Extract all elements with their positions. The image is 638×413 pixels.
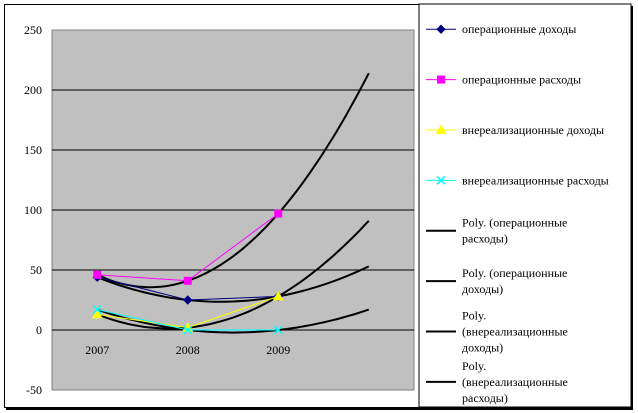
point-marker — [91, 308, 103, 319]
legend-label: Poly. (внереализационные расходы) — [462, 359, 568, 405]
data-series — [91, 209, 284, 335]
x-tick-label: 2009 — [266, 343, 290, 357]
y-tick-label: 100 — [24, 203, 42, 217]
legend-entry: внереализационные расходы — [426, 173, 609, 187]
legend-label: внереализационные расходы — [462, 173, 609, 187]
legend-entry: операционные доходы — [426, 22, 576, 36]
point-marker — [274, 209, 283, 218]
series-square — [93, 209, 283, 285]
legend-label-line: (внереализационные — [462, 375, 568, 389]
x-axis-ticks: 2007 2008 2009 — [85, 343, 290, 357]
legend-label-line: внереализационные расходы — [462, 173, 609, 187]
legend: операционные доходы операционные расходы в… — [426, 22, 609, 405]
y-tick-label: 50 — [30, 263, 42, 277]
point-marker — [436, 24, 446, 34]
legend-entry: операционные расходы — [426, 73, 581, 87]
point-marker — [92, 305, 102, 315]
legend-label-line: Poly. (операционные — [462, 216, 567, 230]
x-tick-label: 2007 — [85, 343, 109, 357]
point-marker — [183, 276, 192, 285]
point-marker — [93, 270, 102, 279]
y-tick-label: 200 — [24, 83, 42, 97]
trendline — [96, 308, 370, 334]
trendline — [96, 265, 370, 303]
y-tick-label: 250 — [24, 23, 42, 37]
legend-entry: Poly. (операционные расходы) — [426, 216, 567, 246]
marker-stroke — [273, 325, 283, 335]
y-tick-label: 0 — [36, 323, 42, 337]
legend-label-line: доходы) — [462, 340, 503, 354]
y-tick-label: 150 — [24, 143, 42, 157]
legend-label-line: Poly. (операционные — [462, 266, 567, 280]
point-marker — [183, 325, 193, 335]
point-marker — [273, 325, 283, 335]
legend-label-line: операционные расходы — [462, 73, 581, 87]
y-tick-label: -50 — [26, 383, 42, 397]
x-tick-label: 2008 — [176, 343, 200, 357]
legend-box — [418, 3, 632, 408]
gridlines — [52, 89, 414, 331]
legend-label: Poly. (операционные доходы) — [462, 266, 567, 296]
legend-label: операционные расходы — [462, 73, 581, 87]
legend-label-line: Poly. — [462, 308, 486, 322]
y-axis-ticks: -50 0 50 100 150 200 250 — [24, 23, 42, 397]
legend-label-line: расходы) — [462, 232, 508, 246]
legend-entry: Poly. (внереализационные доходы) — [426, 308, 568, 354]
marker-stroke — [436, 175, 446, 185]
legend-entry: внереализационные доходы — [426, 123, 604, 137]
point-marker — [435, 124, 447, 134]
series-x — [92, 305, 283, 335]
legend-label: внереализационные доходы — [462, 123, 604, 137]
legend-label-line: доходы) — [462, 282, 503, 296]
legend-label-line: Poly. — [462, 359, 486, 373]
legend-label-line: внереализационные доходы — [462, 123, 604, 137]
legend-label: Poly. (операционные расходы) — [462, 216, 567, 246]
trendlines — [96, 72, 370, 334]
legend-label-line: операционные доходы — [462, 22, 576, 36]
legend-label-line: (внереализационные — [462, 324, 568, 338]
legend-label-line: расходы) — [462, 391, 508, 405]
marker-stroke — [183, 325, 193, 335]
point-marker — [272, 290, 284, 301]
legend-label: операционные доходы — [462, 22, 576, 36]
point-marker — [436, 175, 446, 185]
trendline — [96, 72, 370, 289]
legend-label: Poly. (внереализационные доходы) — [462, 308, 568, 354]
legend-entry: Poly. (внереализационные расходы) — [426, 359, 568, 405]
legend-entry: Poly. (операционные доходы) — [426, 266, 567, 296]
point-marker — [437, 75, 445, 84]
point-marker — [183, 295, 193, 305]
trendline — [96, 220, 370, 330]
marker-stroke — [92, 305, 102, 315]
